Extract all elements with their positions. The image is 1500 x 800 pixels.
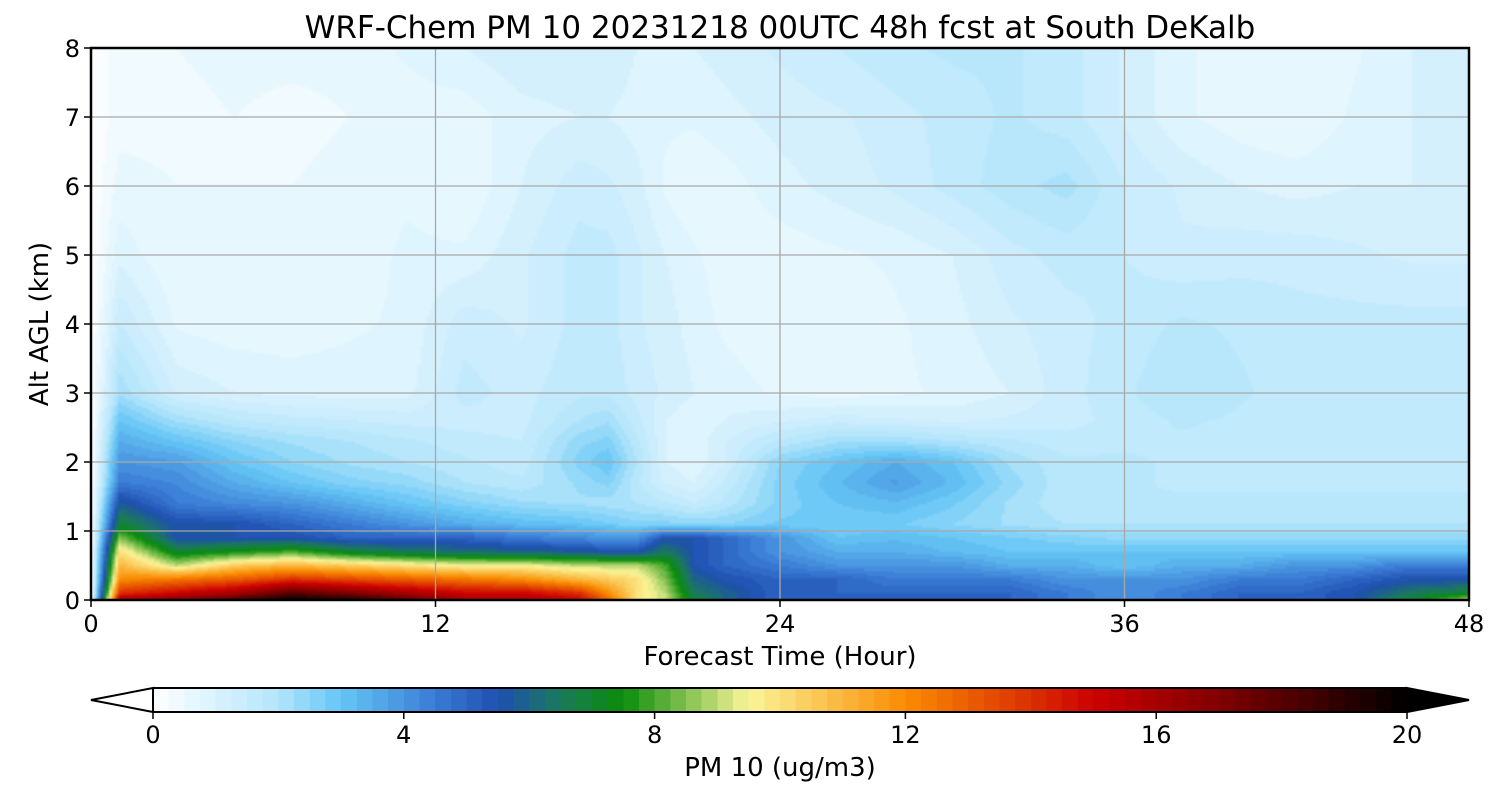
y-tick-label: 6 — [65, 173, 80, 201]
y-tick-label: 5 — [65, 242, 80, 270]
y-tick-label: 0 — [65, 587, 80, 615]
colorbar-ticks: 0 4 8 12 16 20 — [145, 712, 1422, 749]
plot-area — [89, 46, 1471, 602]
grid-lines — [91, 48, 1469, 600]
colorbar-gradient — [153, 688, 1407, 712]
y-axis-label: Alt AGL (km) — [25, 242, 55, 406]
colorbar-label: PM 10 (ug/m3) — [684, 753, 876, 783]
y-tick-label: 3 — [65, 380, 80, 408]
y-tick-label: 2 — [65, 449, 80, 477]
colorbar: 0 4 8 12 16 20 — [90, 686, 1470, 749]
colorbar-tick-label: 8 — [647, 721, 662, 749]
y-tick-label: 8 — [65, 35, 80, 63]
y-axis: 0 1 2 3 4 5 6 7 8 — [65, 35, 91, 615]
x-tick-label: 12 — [420, 610, 451, 638]
y-tick-label: 7 — [65, 104, 80, 132]
x-tick-label: 36 — [1109, 610, 1140, 638]
colorbar-tick-label: 4 — [396, 721, 411, 749]
colorbar-tick-label: 16 — [1141, 721, 1172, 749]
x-axis-label: Forecast Time (Hour) — [643, 642, 916, 672]
colorbar-tick-label: 12 — [890, 721, 921, 749]
x-axis: 0 12 24 36 48 — [83, 600, 1484, 638]
colorbar-tick-label: 0 — [145, 721, 160, 749]
colorbar-tick-label: 20 — [1392, 721, 1423, 749]
x-tick-label: 48 — [1454, 610, 1485, 638]
y-tick-label: 4 — [65, 311, 80, 339]
chart-title: WRF-Chem PM 10 20231218 00UTC 48h fcst a… — [305, 10, 1256, 46]
x-tick-label: 24 — [765, 610, 796, 638]
x-tick-label: 0 — [83, 610, 98, 638]
y-tick-label: 1 — [65, 518, 80, 546]
colorbar-min-extension — [90, 686, 154, 714]
colorbar-max-extension — [1406, 686, 1470, 714]
